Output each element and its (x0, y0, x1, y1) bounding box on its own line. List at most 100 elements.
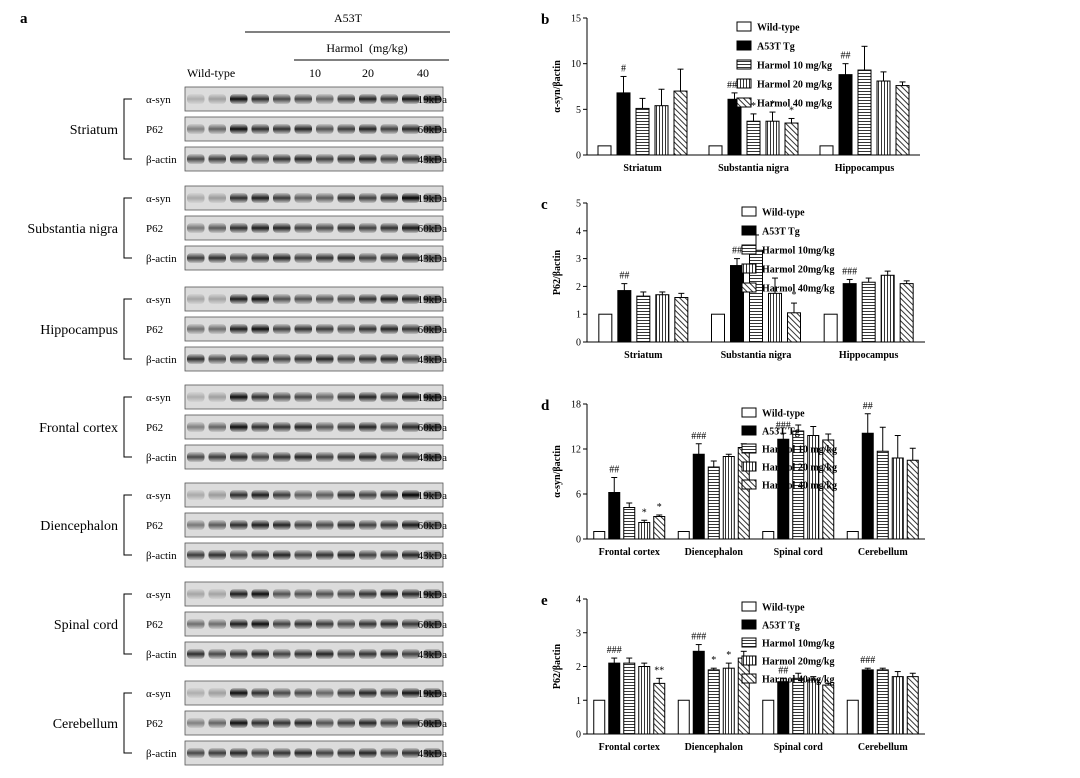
panel-label-b: b (541, 12, 549, 28)
blot-band (380, 688, 398, 698)
blot-band (359, 550, 377, 560)
blot-band (273, 193, 291, 203)
kda-label: 19kDa (418, 193, 447, 205)
bar-harmol-40mg-kg (899, 283, 914, 343)
blot-band (208, 294, 226, 304)
kda-label: 19kDa (418, 688, 447, 700)
blot-band (208, 688, 226, 698)
blot-strip (184, 444, 444, 470)
blot-band (187, 490, 205, 500)
bar-wild-type (846, 531, 859, 540)
blot-band (251, 748, 269, 758)
y-tick-label: 1 (576, 696, 581, 707)
protein-label-p62: P62 (146, 619, 163, 631)
blot-band (402, 748, 420, 758)
blot-band (251, 619, 269, 629)
significance-mark: ### (860, 655, 875, 666)
blot-band (273, 392, 291, 402)
blot-band (273, 490, 291, 500)
blot-band (402, 94, 420, 104)
y-tick-label: 4 (576, 595, 581, 606)
significance-mark: ## (732, 246, 742, 257)
blot-strip (184, 581, 444, 607)
blot-band (380, 294, 398, 304)
blot-band (423, 649, 441, 659)
blot-band (402, 422, 420, 432)
blot-band (230, 688, 248, 698)
bar-wild-type (677, 531, 690, 540)
bar-wild-type (711, 313, 725, 343)
region-label: Striatum (70, 123, 118, 138)
significance-mark: ## (841, 51, 851, 62)
blot-band (230, 748, 248, 758)
blot-band (359, 748, 377, 758)
blot-band (402, 688, 420, 698)
category-label-frontal-cortex: Frontal cortex (599, 742, 660, 753)
bar-harmol-20mg-kg (722, 667, 735, 735)
category-label-cerebellum: Cerebellum (858, 742, 908, 753)
category-label-spinal-cord: Spinal cord (774, 742, 824, 753)
region-label: Spinal cord (54, 618, 118, 633)
kda-label: 19kDa (418, 589, 447, 601)
category-label-spinal-cord: Spinal cord (774, 547, 824, 558)
protein-label-syn: α-syn (146, 94, 171, 106)
category-label-striatum: Striatum (624, 350, 663, 361)
blot-band (359, 193, 377, 203)
protein-label-p62: P62 (146, 324, 163, 336)
significance-mark: * (642, 507, 647, 518)
blot-band (423, 520, 441, 530)
blot-band (230, 649, 248, 659)
blot-band (380, 154, 398, 164)
bar-harmol-20mg-kg (880, 274, 895, 343)
blot-band (251, 223, 269, 233)
blot-band (423, 422, 441, 432)
blot-band (402, 490, 420, 500)
blot-band (187, 223, 205, 233)
blot-strip (184, 86, 444, 112)
blot-band (294, 688, 312, 698)
blot-band (337, 294, 355, 304)
bar-harmol-20-mg-kg (654, 105, 669, 156)
blot-band (316, 490, 334, 500)
blot-band (230, 193, 248, 203)
blot-band (380, 392, 398, 402)
significance-mark: ### (691, 431, 706, 442)
blot-band (208, 354, 226, 364)
blot-band (187, 550, 205, 560)
blot-band (294, 193, 312, 203)
blot-band (423, 550, 441, 560)
legend-label-wild-type: Wild-type (762, 409, 805, 420)
western-blot-panel: a A53T Harmol (mg/kg) Wild-type 10 20 40… (20, 11, 450, 766)
legend-swatch-harmol-10-mg-kg (736, 59, 752, 70)
bar-harmol-20mg-kg (891, 676, 904, 735)
legend-label-harmol-10mg-kg: Harmol 10mg/kg (762, 639, 835, 650)
blot-band (273, 94, 291, 104)
blot-band (337, 718, 355, 728)
blot-band (294, 649, 312, 659)
bar-chart-b: b 0 5 10 15 α-syn/βactin # Striatum ### * * * Substa… (541, 12, 920, 174)
blot-band (337, 550, 355, 560)
protein-label-actin: β-actin (146, 354, 177, 366)
significance-mark: ### (842, 266, 857, 277)
blot-band (423, 619, 441, 629)
blot-band (294, 124, 312, 134)
bar-harmol-40mg-kg (674, 297, 689, 343)
region-bracket (123, 98, 132, 160)
blot-region-substantia-nigra: Substantia nigra α-syn 19kDa P62 60kDa β-acti… (27, 185, 447, 271)
blot-band (380, 748, 398, 758)
blot-band (251, 324, 269, 334)
kda-label: 19kDa (418, 294, 447, 306)
blot-band (251, 154, 269, 164)
blot-band (337, 253, 355, 263)
blot-band (230, 324, 248, 334)
blot-band (273, 452, 291, 462)
blot-band (359, 124, 377, 134)
legend-label-harmol-40-mg-kg: Harmol 40 mg/kg (757, 99, 832, 110)
blot-band (230, 94, 248, 104)
blot-band (208, 94, 226, 104)
y-tick-label: 3 (576, 628, 581, 639)
protein-label-syn: α-syn (146, 490, 171, 502)
blot-band (208, 718, 226, 728)
significance-mark: * (751, 101, 756, 112)
blot-band (230, 452, 248, 462)
